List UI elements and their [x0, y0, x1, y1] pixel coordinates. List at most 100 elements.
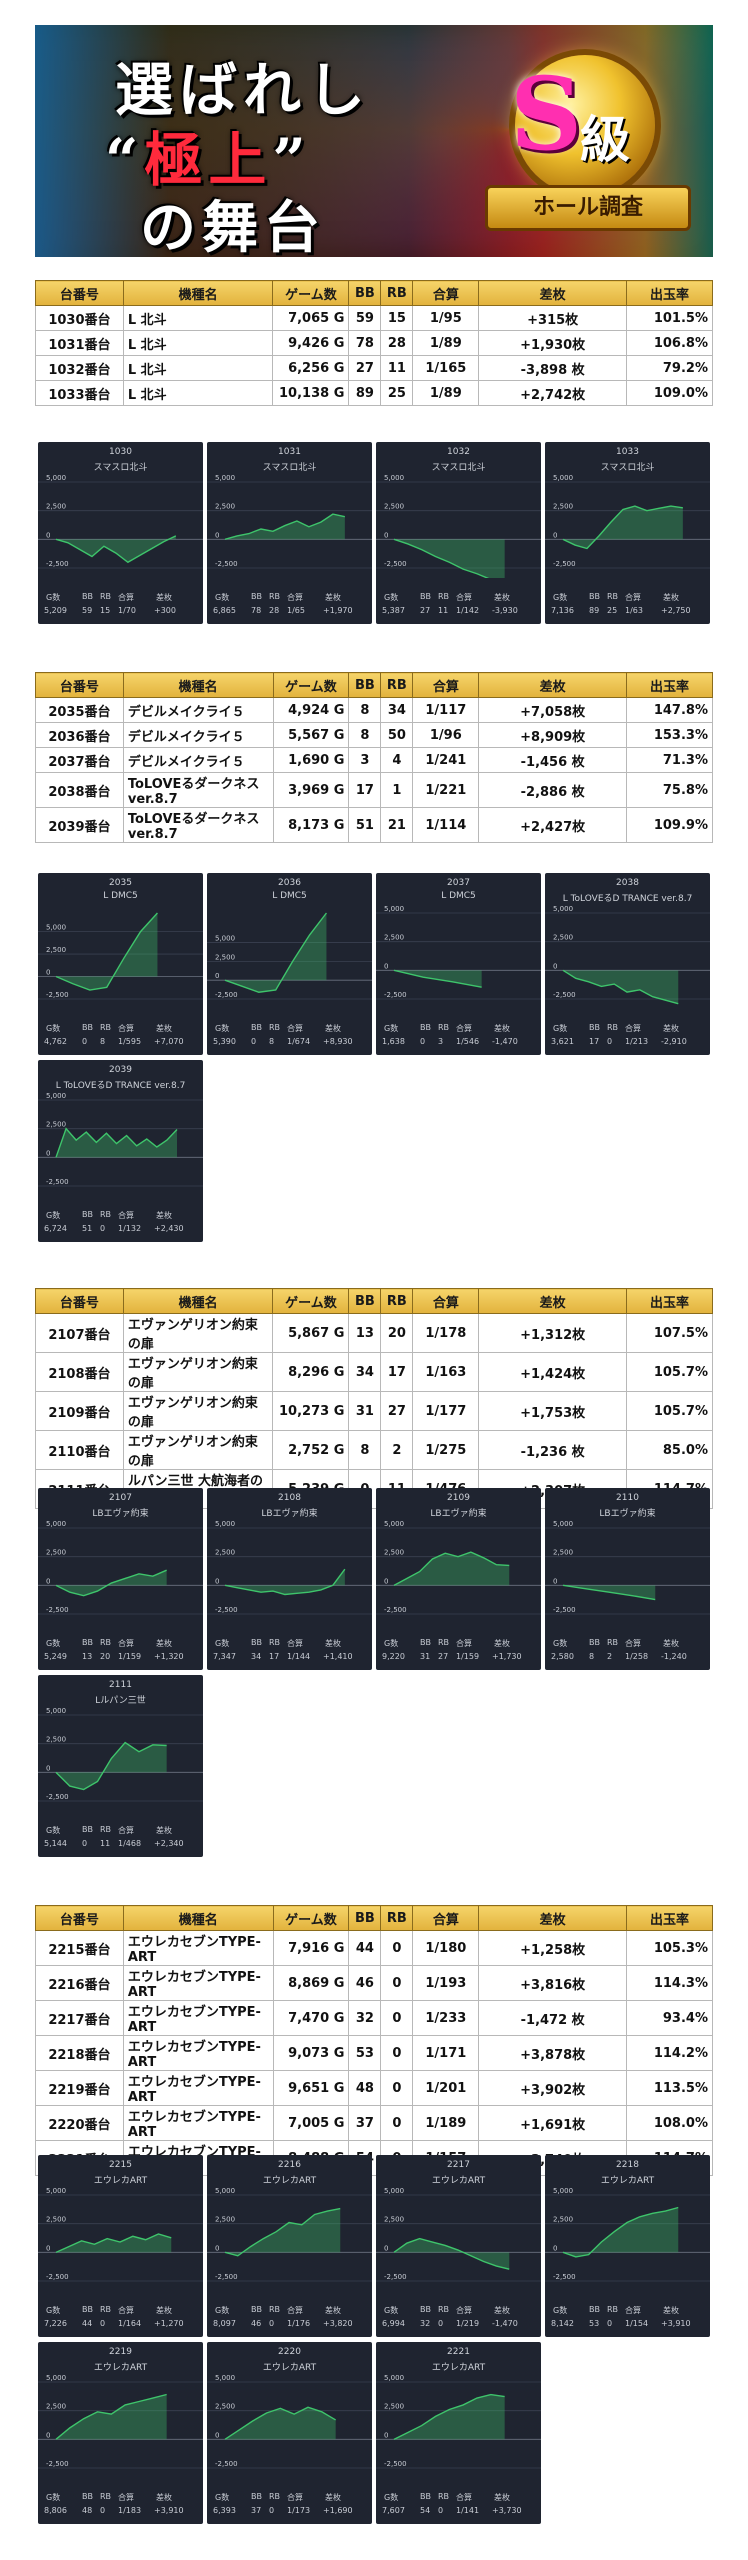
stat-value: -3,930 [492, 606, 518, 615]
bb-count: 48 [348, 2070, 382, 2106]
payout-rate: 153.3% [626, 722, 713, 748]
stat-label: RB [438, 2305, 450, 2314]
model-name: ToLOVEるダークネスver.8.7 [122, 807, 274, 843]
stat-label: 差枚 [156, 1639, 172, 1648]
card-model-name: LBエヴァ約束 [599, 1509, 656, 1519]
machine-number: 1031番台 [35, 330, 124, 356]
card-model-name: L ToLOVEるD TRANCE ver.8.7 [562, 894, 693, 904]
badge-letter: S [510, 55, 583, 173]
stat-label: 差枚 [325, 2306, 341, 2315]
card-stat-labels: G数 BB RB 合算 差枚 [44, 2492, 197, 2504]
stat-label: 差枚 [663, 1639, 679, 1648]
machine-table: 台番号 機種名 ゲーム数 BB RB 合算 差枚 出玉率 2107番台 エヴァンゲリオン約束の扉 5… [35, 1288, 713, 1509]
stat-label: BB [420, 592, 431, 601]
axis-tick-label: -2,500 [215, 560, 238, 568]
table-header-cell: 差枚 [478, 672, 627, 698]
stat-label: 合算 [118, 2306, 134, 2315]
stat-value: +1,410 [323, 1652, 353, 1661]
card-model-name: LBエヴァ約束 [261, 1509, 318, 1519]
card-stat-values: 5,144 0 11 1/468 +2,340 [44, 1839, 197, 1851]
combined-rate: 1/95 [412, 305, 480, 331]
stat-label: 合算 [287, 2306, 303, 2315]
payout-rate: 105.7% [626, 1352, 713, 1392]
rb-count: 17 [380, 1352, 414, 1392]
stat-label: G数 [215, 2493, 230, 2502]
table-header-cell: RB [380, 672, 414, 698]
slump-graph: 5,000 2,500 0 -2,500 [38, 912, 203, 1000]
stat-value: +1,730 [492, 1652, 522, 1661]
stat-value: 0 [100, 1224, 106, 1233]
stat-label: BB [251, 1638, 262, 1647]
axis-tick-label: 2,500 [215, 2403, 235, 2411]
card-stat-values: 6,724 51 0 1/132 +2,430 [44, 1224, 197, 1236]
slump-graph: 5,000 2,500 0 -2,500 [376, 2187, 541, 2282]
stat-label: 合算 [625, 1024, 641, 1033]
stat-label: RB [100, 2492, 112, 2501]
stat-value: 8,142 [551, 2319, 574, 2328]
banner-line-1: 選ばれし [115, 56, 372, 124]
stat-label: BB [589, 592, 600, 601]
stat-label: 差枚 [494, 1024, 510, 1033]
card-stat-values: 5,387 27 11 1/142 -3,930 [382, 606, 535, 618]
model-name: デビルメイクライ５ [122, 747, 274, 773]
stat-value: 11 [438, 606, 449, 615]
axis-tick-label: 0 [553, 1577, 557, 1585]
stat-label: RB [100, 1638, 112, 1647]
card-machine-number: 1031 [278, 447, 301, 457]
card-model-name: LBエヴァ約束 [430, 1509, 487, 1519]
table-row: 1031番台 L 北斗 9,426 G 78 28 1/89 +1,930枚 106.8% [35, 330, 713, 356]
stat-label: RB [269, 1023, 281, 1032]
stat-value: 31 [420, 1652, 431, 1661]
card-stat-values: 4,762 0 8 1/595 +7,070 [44, 1037, 197, 1049]
card-model-name: エウレカART [262, 2176, 317, 2186]
stat-label: 差枚 [663, 1024, 679, 1033]
axis-tick-label: 2,500 [384, 2216, 404, 2224]
rb-count: 21 [380, 807, 414, 843]
combined-rate: 1/165 [412, 355, 480, 381]
medal-diff: +3,878枚 [478, 2035, 628, 2071]
stat-value: -1,240 [661, 1652, 687, 1661]
model-name: デビルメイクライ５ [122, 697, 274, 723]
stat-value: 51 [82, 1224, 93, 1233]
machine-number: 1033番台 [35, 380, 124, 406]
table-header-cell: ゲーム数 [272, 1288, 350, 1314]
table-row: 2107番台 エヴァンゲリオン約束の扉 5,867 G 13 20 1/178 +1,312… [35, 1313, 713, 1353]
payout-rate: 109.9% [626, 807, 713, 843]
card-model-name: L DMC5 [103, 891, 138, 901]
card-stat-labels: G数 BB RB 合算 差枚 [213, 1023, 366, 1035]
axis-tick-label: -2,500 [215, 2273, 238, 2281]
card-stat-labels: G数 BB RB 合算 差枚 [44, 1825, 197, 1837]
game-count: 9,651 G [272, 2070, 350, 2106]
stat-value: 1/63 [625, 606, 643, 615]
stat-label: 差枚 [156, 2306, 172, 2315]
model-name: L 北斗 [122, 330, 274, 356]
graph-area [225, 2208, 341, 2256]
card-machine-number: 2038 [616, 878, 639, 888]
axis-tick-label: 5,000 [215, 474, 235, 482]
axis-tick-label: 0 [384, 962, 388, 970]
graph-area [225, 2407, 336, 2440]
graph-line [393, 2393, 505, 2440]
card-stat-values: 7,136 89 25 1/63 +2,750 [551, 606, 704, 618]
axis-tick-label: -2,500 [46, 991, 69, 999]
stat-label: 合算 [456, 1024, 472, 1033]
table-row: 2109番台 エヴァンゲリオン約束の扉 10,273 G 31 27 1/177 +1,75… [35, 1391, 713, 1431]
stat-label: G数 [384, 593, 399, 602]
stat-label: RB [438, 1638, 450, 1647]
stat-value: 53 [589, 2319, 600, 2328]
table-header-cell: 台番号 [35, 1905, 124, 1931]
medal-diff: +2,427枚 [478, 807, 627, 843]
axis-tick-label: 5,000 [553, 1520, 573, 1528]
table-row: 1032番台 L 北斗 6,256 G 27 11 1/165 -3,898 枚 79.2% [35, 355, 713, 381]
hero-banner: 選ばれし “極上” の舞台 S 級 ホール調査 [35, 25, 713, 257]
stat-value: 1/141 [456, 2506, 480, 2515]
combined-rate: 1/117 [412, 697, 480, 723]
axis-tick-label: -2,500 [215, 2460, 238, 2468]
axis-tick-label: 0 [215, 1577, 219, 1585]
stat-label: 差枚 [494, 1639, 510, 1648]
stat-label: G数 [384, 1639, 399, 1648]
model-name: エウレカセブンTYPE-ART [122, 2070, 274, 2106]
graph-area [56, 2233, 172, 2253]
axis-tick-label: 5,000 [215, 2187, 235, 2195]
axis-tick-label: 2,500 [46, 2403, 66, 2411]
